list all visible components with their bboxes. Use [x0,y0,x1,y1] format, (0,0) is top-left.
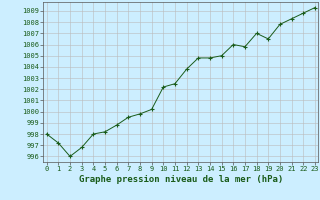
X-axis label: Graphe pression niveau de la mer (hPa): Graphe pression niveau de la mer (hPa) [79,175,283,184]
